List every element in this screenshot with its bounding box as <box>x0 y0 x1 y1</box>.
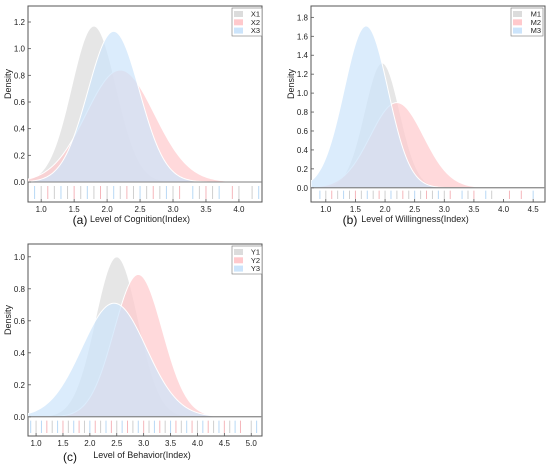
legend-label: M3 <box>531 26 541 35</box>
x-tick-label: 1.5 <box>57 439 69 448</box>
x-axis-title: Level of Behavior(Index) <box>93 450 191 460</box>
legend-swatch <box>234 19 243 26</box>
y-tick-label: 0.0 <box>297 184 309 193</box>
x-tick-label: 4.0 <box>233 205 245 214</box>
x-tick-label: 2.5 <box>134 205 146 214</box>
legend-swatch <box>513 11 522 17</box>
y-axis-title: Density <box>3 68 13 99</box>
panel-label: (b) <box>343 213 358 227</box>
x-axis-title: Level of Cognition(Index) <box>90 214 190 224</box>
legend-label: Y2 <box>251 256 260 265</box>
y-tick-label: 0.4 <box>14 349 26 358</box>
x-tick-label: 1.0 <box>320 205 332 214</box>
x-tick-label: 1.5 <box>69 205 81 214</box>
legend-swatch <box>234 11 243 17</box>
x-tick-label: 3.0 <box>167 205 179 214</box>
y-tick-label: 0.6 <box>297 127 309 136</box>
x-tick-label: 3.5 <box>200 205 212 214</box>
x-tick-label: 2.5 <box>111 439 123 448</box>
y-tick-label: 0.6 <box>14 317 26 326</box>
x-tick-label: 1.0 <box>36 205 48 214</box>
y-axis-title: Density <box>286 68 296 99</box>
y-tick-label: 1.0 <box>297 89 309 98</box>
x-tick-label: 2.0 <box>102 205 114 214</box>
x-tick-label: 3.0 <box>439 205 451 214</box>
x-tick-label: 4.5 <box>528 205 540 214</box>
y-axis-title: Density <box>3 304 13 335</box>
y-tick-label: 0.8 <box>297 108 309 117</box>
legend-label: X2 <box>251 18 260 27</box>
x-tick-label: 3.5 <box>165 439 177 448</box>
x-tick-label: 4.0 <box>192 439 204 448</box>
y-tick-label: 1.6 <box>297 32 309 41</box>
legend-label: Y3 <box>251 264 260 273</box>
legend-label: M2 <box>531 18 541 27</box>
y-tick-label: 0.4 <box>14 125 26 134</box>
legend-swatch <box>234 27 243 34</box>
panel-label: (a) <box>73 213 88 227</box>
x-tick-label: 2.5 <box>409 205 421 214</box>
y-tick-label: 1.2 <box>14 18 26 27</box>
x-tick-label: 4.0 <box>498 205 510 214</box>
y-tick-label: 0.8 <box>14 71 26 80</box>
y-tick-label: 1.4 <box>297 51 309 60</box>
legend-label: Y1 <box>251 248 260 257</box>
legend-swatch <box>234 249 243 255</box>
chart-panel: 0.0 0.2 0.4 0.6 0.8 1.0 1.2 1.0 1.5 2.0 2.5 3.0 3.5 4… <box>3 5 263 227</box>
y-tick-label: 0.8 <box>14 285 26 294</box>
y-tick-label: 1.8 <box>297 13 309 22</box>
x-tick-label: 2.0 <box>379 205 391 214</box>
y-tick-label: 0.0 <box>14 178 26 187</box>
x-axis-title: Level of Willingness(Index) <box>361 214 469 224</box>
y-tick-label: 0.2 <box>14 381 26 390</box>
y-tick-label: 0.2 <box>297 165 309 174</box>
y-tick-label: 1.0 <box>14 45 26 54</box>
x-tick-label: 3.5 <box>468 205 480 214</box>
legend-label: X1 <box>251 10 260 19</box>
chart-panel: 0.0 0.2 0.4 0.6 0.8 1.0 1.0 1.5 2.0 2.5 3.0 3.5 4.0 4… <box>3 243 263 464</box>
chart-panel: 0.0 0.2 0.4 0.6 0.8 1.0 1.2 1.4 1.6 1.8 1.0 1.5 2.0 2… <box>286 5 546 227</box>
legend-label: X3 <box>251 26 260 35</box>
legend-swatch <box>234 257 243 264</box>
panel-label: (c) <box>63 450 77 464</box>
y-tick-label: 0.4 <box>297 146 309 155</box>
y-tick-label: 0.2 <box>14 151 26 160</box>
x-tick-label: 2.0 <box>84 439 96 448</box>
y-tick-label: 1.2 <box>297 70 309 79</box>
x-tick-label: 1.0 <box>31 439 43 448</box>
x-tick-label: 5.0 <box>246 439 258 448</box>
legend-swatch <box>234 265 243 272</box>
legend-swatch <box>513 19 522 26</box>
y-tick-label: 1.0 <box>14 253 26 262</box>
y-tick-label: 0.6 <box>14 98 26 107</box>
legend-label: M1 <box>531 10 541 19</box>
y-tick-label: 0.0 <box>14 413 26 422</box>
x-tick-label: 3.0 <box>138 439 150 448</box>
x-tick-label: 1.5 <box>350 205 362 214</box>
x-tick-label: 4.5 <box>219 439 231 448</box>
legend-swatch <box>513 27 522 34</box>
